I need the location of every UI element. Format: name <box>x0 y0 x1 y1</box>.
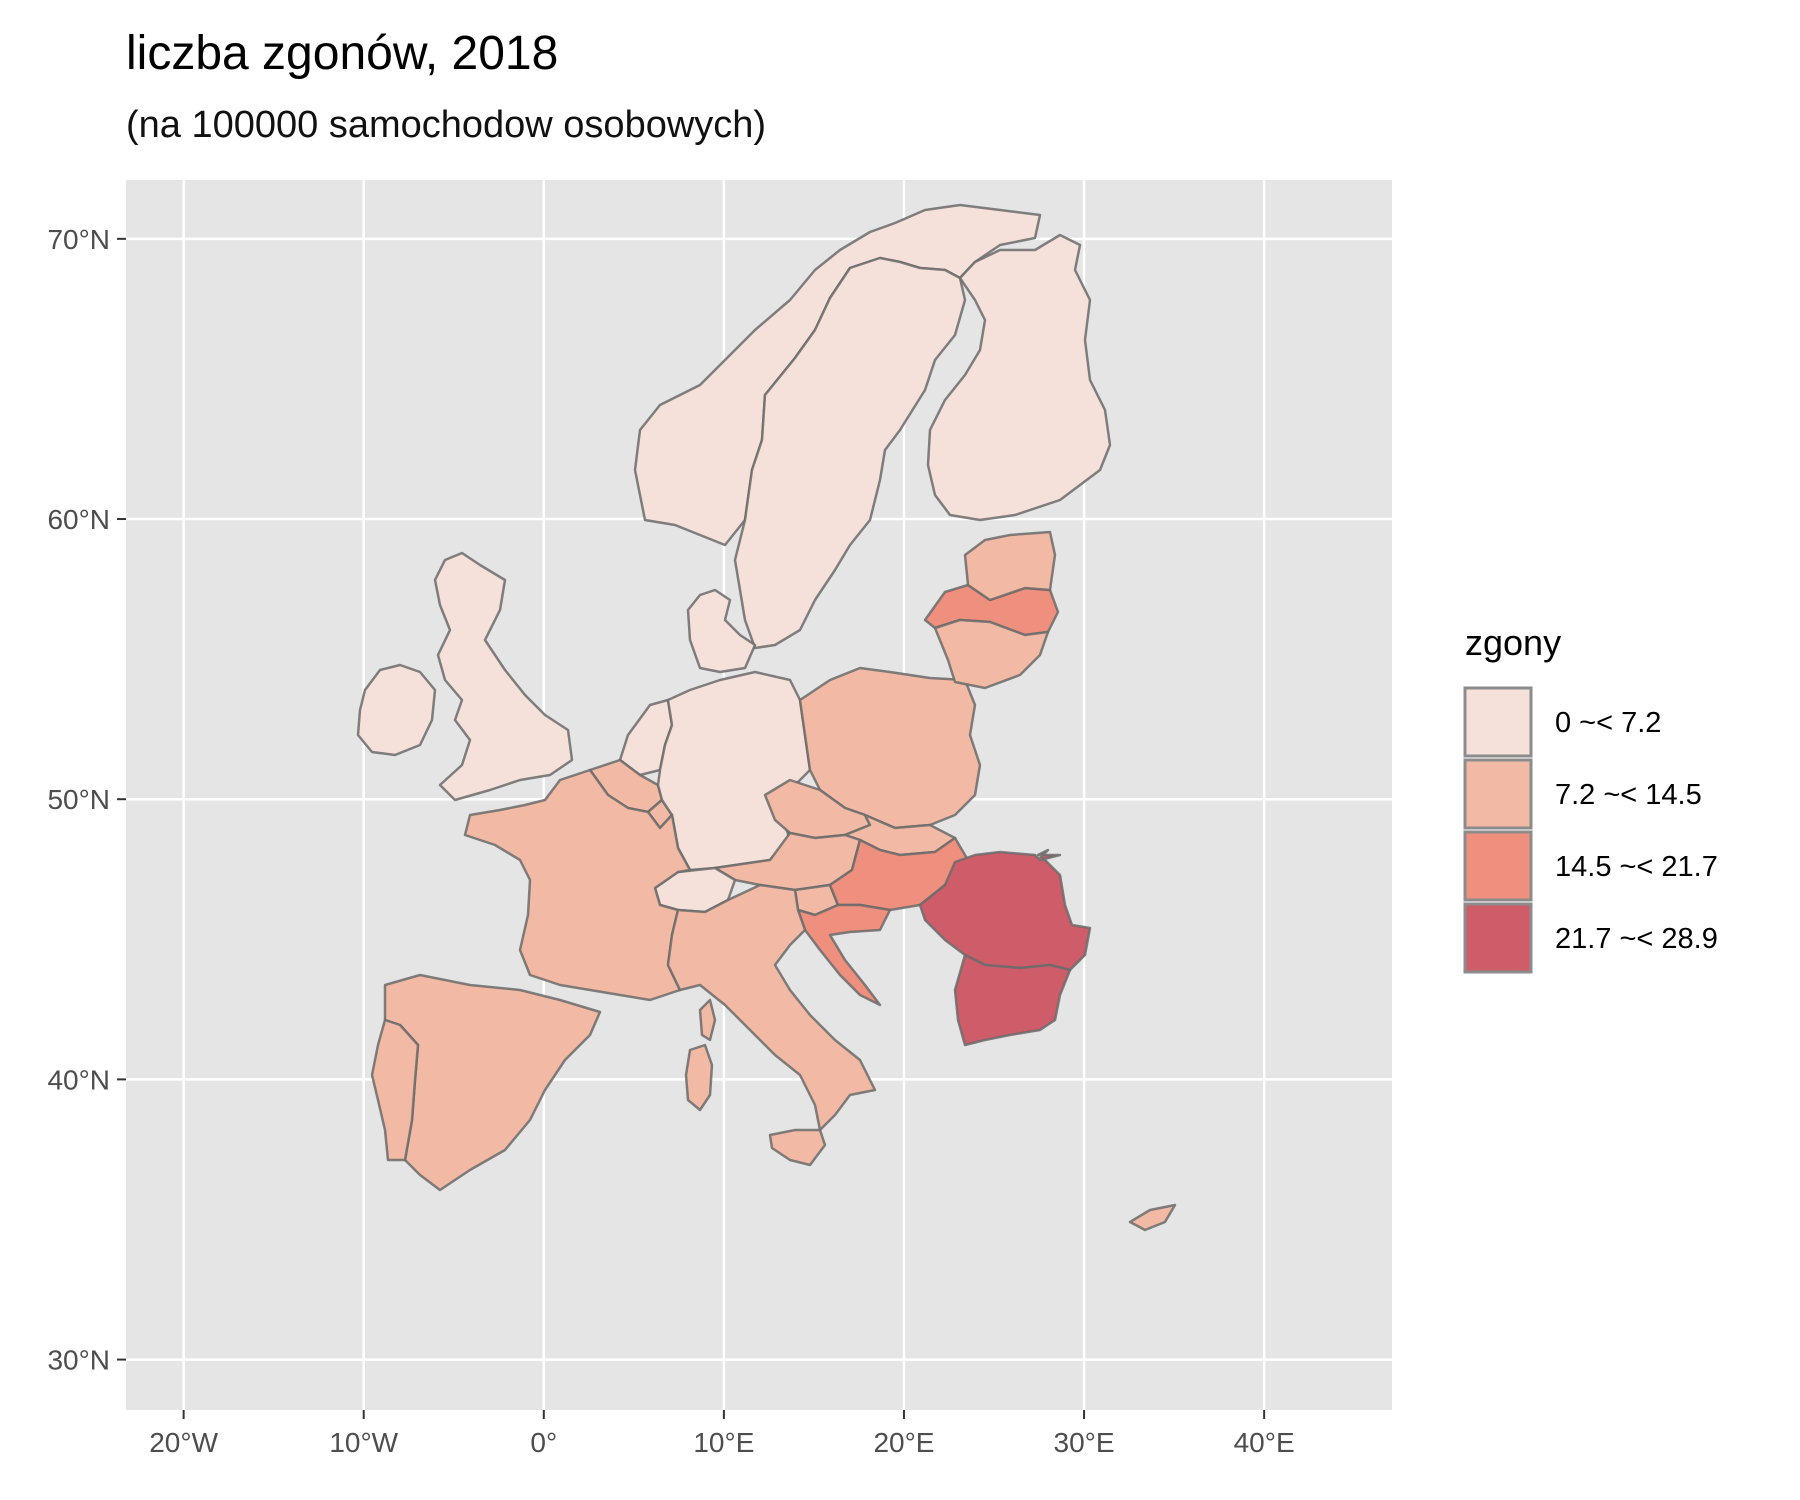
legend: zgony 0 ~< 7.2 7.2 ~< 14.5 14.5 ~< 21.7 21.… <box>1463 622 1718 974</box>
x-tick-label: 20°W <box>149 1427 218 1458</box>
y-tick-label: 30°N <box>47 1345 110 1376</box>
region-bulgaria <box>953 953 1072 1047</box>
x-tick-label: 30°E <box>1054 1427 1115 1458</box>
region-ireland <box>356 663 437 757</box>
region-sweden <box>733 256 967 650</box>
legend-label: 21.7 ~< 28.9 <box>1555 923 1718 955</box>
countries-layer <box>356 203 1177 1232</box>
region-italy <box>666 883 877 1132</box>
y-tick-label: 50°N <box>47 784 110 815</box>
legend-label: 7.2 ~< 14.5 <box>1555 779 1702 811</box>
y-tick-label: 70°N <box>47 224 110 255</box>
region-france <box>463 768 692 1002</box>
x-tick-label: 20°E <box>873 1427 934 1458</box>
chart-title: liczba zgonów, 2018 <box>126 27 559 80</box>
legend-swatch <box>1463 902 1533 974</box>
region-croatia <box>796 903 892 1007</box>
region-estonia <box>963 530 1057 602</box>
region-portugal <box>370 1018 420 1162</box>
x-tick-label: 10°W <box>329 1427 398 1458</box>
y-axis: 30°N 40°N 50°N 60°N 70°N <box>47 224 126 1376</box>
legend-title: zgony <box>1465 622 1561 663</box>
region-corsica <box>698 998 717 1042</box>
legend-swatch <box>1463 758 1533 830</box>
legend-swatch <box>1463 830 1533 902</box>
chart-subtitle: (na 100000 samochodow osobowych) <box>126 104 767 146</box>
y-tick-label: 60°N <box>47 504 110 535</box>
region-romania <box>918 848 1092 972</box>
region-lithuania <box>933 618 1050 690</box>
x-tick-label: 0° <box>530 1427 557 1458</box>
region-uk <box>433 551 574 802</box>
y-tick-label: 40°N <box>47 1064 110 1095</box>
legend-label: 0 ~< 7.2 <box>1555 707 1661 739</box>
region-finland <box>926 233 1112 522</box>
region-sardinia <box>684 1043 714 1112</box>
legend-label: 14.5 ~< 21.7 <box>1555 851 1718 883</box>
region-denmark <box>686 588 757 674</box>
x-tick-label: 40°E <box>1234 1427 1295 1458</box>
region-cyprus <box>1128 1203 1177 1232</box>
legend-swatch <box>1463 686 1533 758</box>
x-axis: 20°W 10°W 0° 10°E 20°E 30°E 40°E <box>149 1410 1295 1458</box>
region-sicily <box>768 1128 827 1167</box>
x-tick-label: 10°E <box>693 1427 754 1458</box>
